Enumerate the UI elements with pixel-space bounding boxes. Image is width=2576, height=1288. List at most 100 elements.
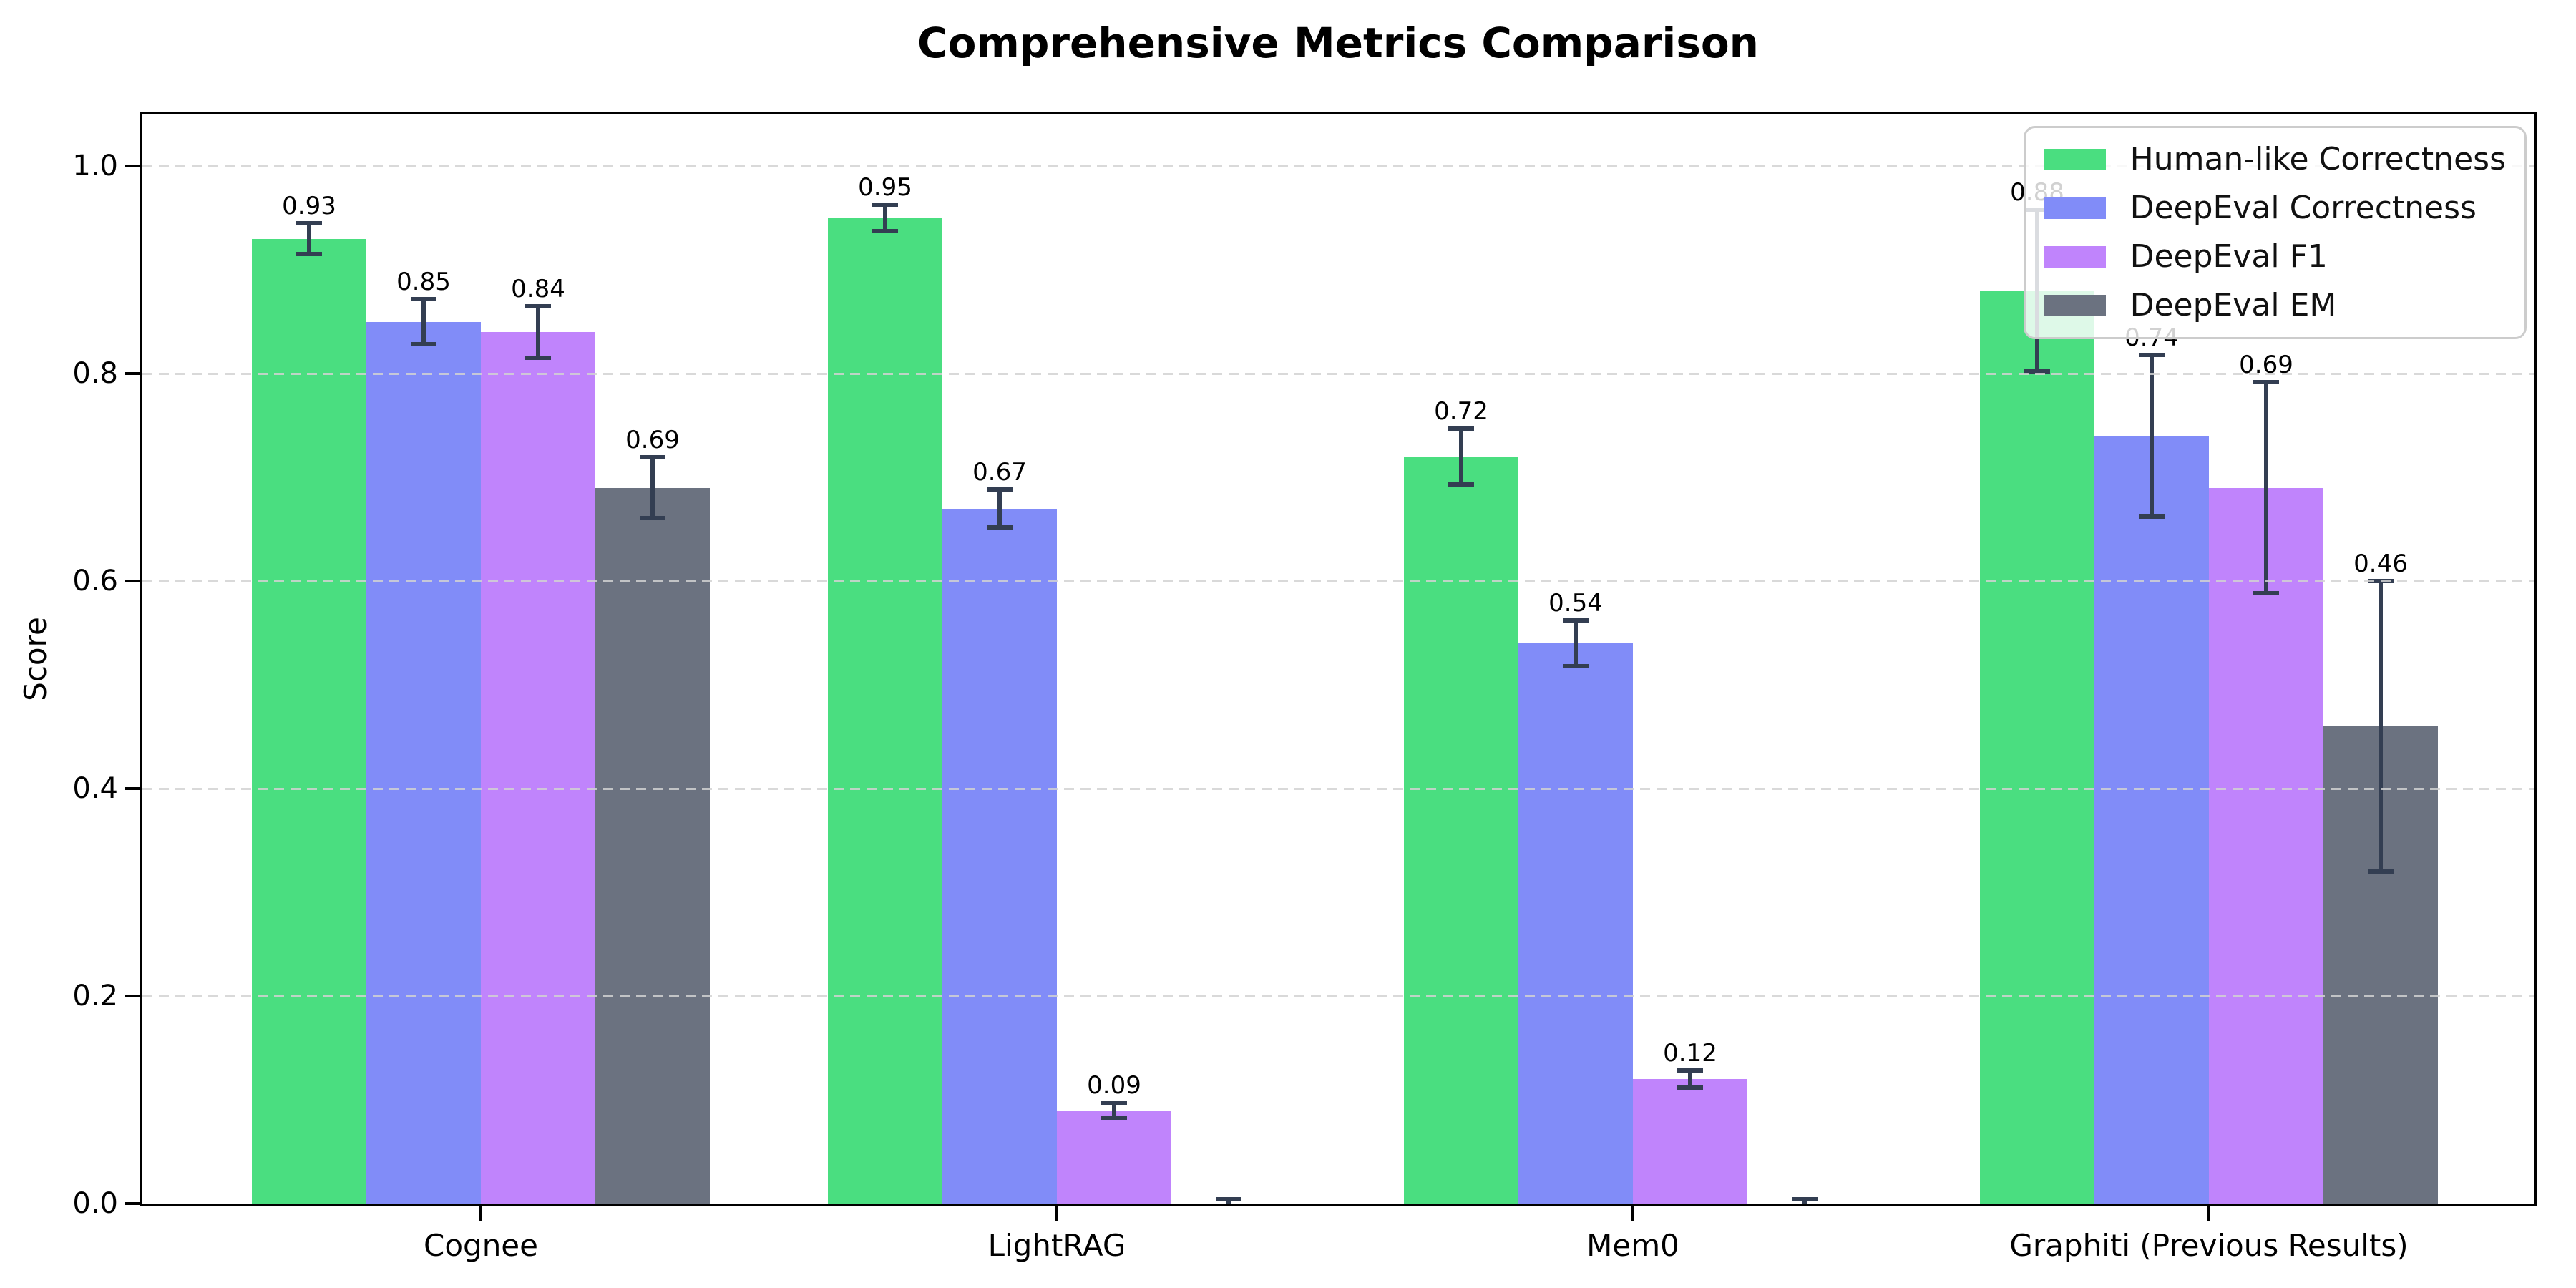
bar: [1404, 457, 1518, 1204]
legend-item: DeepEval Correctness: [2044, 190, 2506, 227]
legend-swatch: [2044, 149, 2106, 170]
y-tick: [125, 787, 140, 790]
bar: [2094, 436, 2209, 1204]
error-bar-cap: [1563, 618, 1589, 623]
bar: [595, 487, 710, 1204]
x-tick-label: Graphiti (Previous Results): [2009, 1228, 2409, 1263]
legend-swatch: [2044, 246, 2106, 268]
gridline: [142, 372, 2534, 375]
legend-label: DeepEval F1: [2129, 238, 2328, 275]
error-bar-cap: [2253, 591, 2279, 596]
y-tick-label: 1.0: [72, 150, 118, 182]
legend-item: DeepEval F1: [2044, 238, 2506, 275]
error-bar: [307, 223, 311, 255]
bar-value-label: 0.93: [282, 191, 336, 220]
error-bar-cap: [1448, 426, 1474, 431]
error-bar-cap: [2253, 379, 2279, 384]
error-bar-cap: [1101, 1101, 1127, 1106]
x-tick: [1631, 1206, 1634, 1221]
bar: [1633, 1079, 1747, 1204]
gridline: [142, 580, 2534, 582]
legend-swatch: [2044, 197, 2106, 219]
bar: [828, 218, 942, 1204]
error-bar-cap: [1792, 1197, 1818, 1202]
error-bar: [997, 489, 1002, 527]
legend-swatch: [2044, 295, 2106, 316]
bar-value-label: 0.09: [1087, 1071, 1141, 1101]
x-tick-label: Mem0: [1586, 1228, 1679, 1263]
y-tick-label: 0.4: [72, 772, 118, 805]
y-tick: [125, 995, 140, 997]
y-tick-label: 0.2: [72, 980, 118, 1013]
y-tick: [125, 372, 140, 375]
x-tick-label: Cognee: [424, 1228, 538, 1263]
bar-value-label: 0.69: [625, 426, 680, 455]
gridline: [142, 995, 2534, 997]
y-axis-label: Score: [18, 617, 53, 701]
bar: [1057, 1110, 1171, 1204]
legend: Human-like Correctness DeepEval Correctne…: [2023, 126, 2527, 339]
error-bar-cap: [1448, 482, 1474, 487]
y-tick-label: 0.0: [72, 1187, 118, 1220]
bar-value-label: 0.54: [1548, 589, 1603, 618]
bar: [1980, 291, 2094, 1204]
legend-label: DeepEval Correctness: [2129, 190, 2477, 226]
plot-area: 0.930.950.720.880.850.670.540.740.840.09…: [140, 112, 2537, 1206]
error-bar-cap: [872, 229, 898, 234]
bar-value-label: 0.67: [972, 458, 1027, 487]
legend-item: Human-like Correctness: [2044, 141, 2506, 178]
error-bar-cap: [640, 515, 665, 520]
error-bar-cap: [411, 342, 436, 347]
error-bar: [1112, 1103, 1116, 1118]
bar: [481, 332, 595, 1204]
bar: [2209, 487, 2323, 1204]
error-bar: [1574, 620, 1578, 666]
error-bar-cap: [2024, 369, 2050, 374]
error-bar-cap: [1677, 1085, 1703, 1090]
error-bar-cap: [1563, 663, 1589, 668]
error-bar-cap: [2139, 352, 2165, 357]
bar-value-label: 0.72: [1434, 396, 1488, 426]
gridline: [142, 165, 2534, 167]
error-bar-cap: [640, 455, 665, 460]
error-bar-cap: [525, 303, 551, 308]
chart-title: Comprehensive Metrics Comparison: [917, 19, 1759, 67]
error-bar-cap: [1677, 1068, 1703, 1073]
bar-value-label: 0.46: [2353, 550, 2408, 578]
error-bar-cap: [2368, 869, 2394, 874]
error-bar-cap: [987, 487, 1013, 492]
error-bar: [1688, 1070, 1692, 1088]
y-tick: [125, 580, 140, 582]
x-tick: [479, 1206, 482, 1221]
y-tick: [125, 1202, 140, 1205]
x-tick: [2207, 1206, 2210, 1221]
x-tick: [1055, 1206, 1058, 1221]
y-tick: [125, 165, 140, 167]
error-bar: [421, 298, 426, 345]
error-bar: [536, 306, 540, 358]
y-tick-label: 0.8: [72, 357, 118, 390]
y-tick-label: 0.6: [72, 565, 118, 597]
error-bar-cap: [1216, 1197, 1241, 1202]
bar: [252, 238, 366, 1204]
bar-value-label: 0.85: [396, 267, 451, 296]
error-bar: [1459, 428, 1463, 485]
bar-value-label: 0.95: [858, 172, 912, 202]
error-bar-cap: [987, 525, 1013, 530]
error-bar-cap: [296, 252, 322, 257]
error-bar-cap: [411, 296, 436, 301]
error-bar: [2150, 354, 2154, 517]
bar-value-label: 0.84: [511, 274, 565, 303]
error-bar: [2264, 381, 2268, 594]
error-bar: [883, 204, 887, 232]
error-bar-cap: [296, 220, 322, 225]
x-tick-label: LightRAG: [987, 1228, 1126, 1263]
bar-value-label: 0.69: [2239, 350, 2293, 379]
error-bar: [650, 457, 655, 518]
legend-item: DeepEval EM: [2044, 287, 2506, 324]
bar: [942, 508, 1057, 1204]
error-bar-cap: [2139, 514, 2165, 519]
error-bar-cap: [1101, 1115, 1127, 1120]
error-bar-cap: [525, 356, 551, 361]
